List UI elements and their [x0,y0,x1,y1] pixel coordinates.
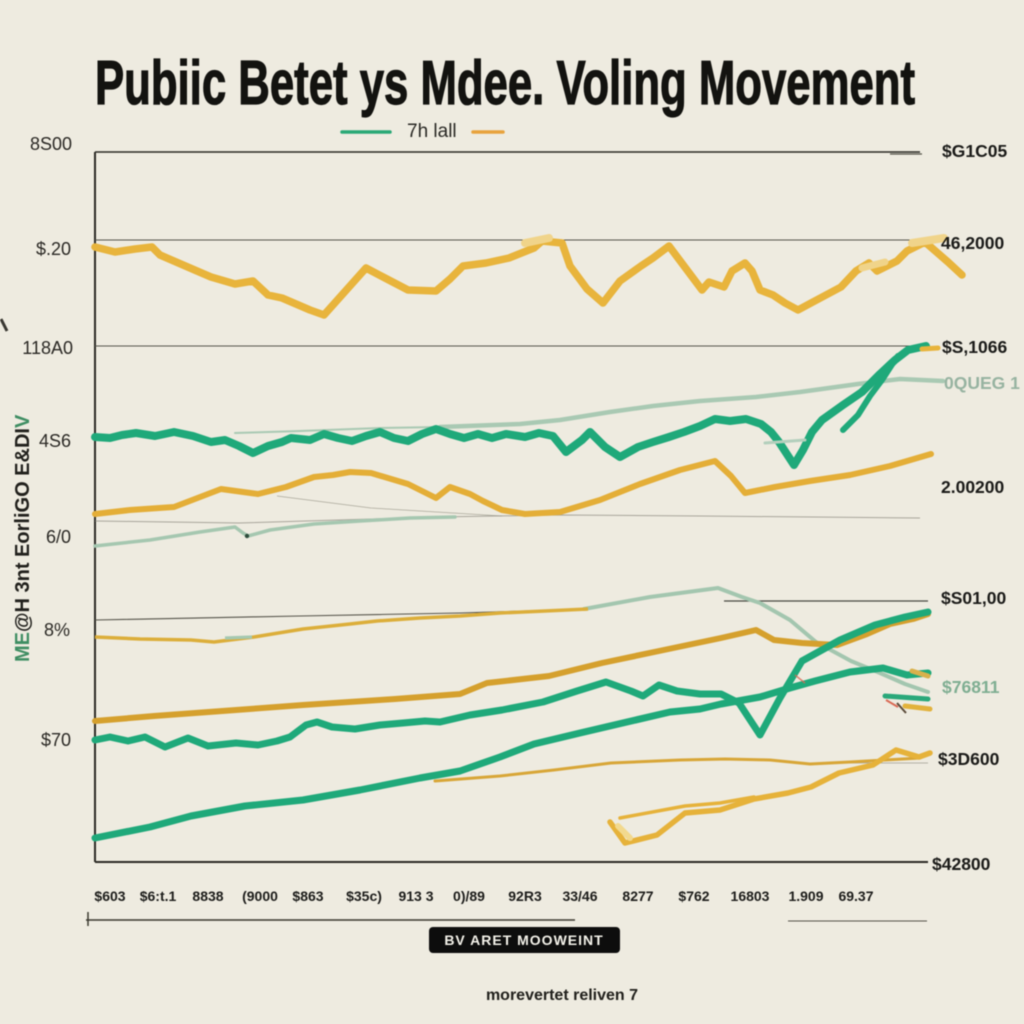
svg-text:913 3: 913 3 [398,888,433,904]
svg-text:(9000: (9000 [242,888,278,904]
svg-text:0QUEG 1: 0QUEG 1 [944,373,1020,393]
svg-text:7h lall: 7h lall [407,121,457,142]
svg-text:8S00: 8S00 [30,134,72,154]
svg-text:$70: $70 [41,730,71,750]
svg-text:6/0: 6/0 [46,527,71,547]
svg-text:46,2000: 46,2000 [941,233,1005,253]
svg-text:ME@H 3nt EorliGO E&DIV: ME@H 3nt EorliGO E&DIV [12,414,34,662]
svg-text:$6:t.1: $6:t.1 [140,888,177,904]
svg-text:$603: $603 [94,888,125,904]
svg-text:Pubiic Betet ys Mdee. Voling M: Pubiic Betet ys Mdee. Voling Movement [95,49,915,118]
svg-text:morevertet reliven 7: morevertet reliven 7 [486,987,638,1004]
svg-text:2.00200: 2.00200 [941,477,1005,497]
svg-text:$762: $762 [678,888,709,904]
svg-text:16803: 16803 [731,888,770,904]
svg-text:$S01,00: $S01,00 [941,588,1006,608]
svg-text:$3D600: $3D600 [938,749,1000,769]
svg-text:1.909: 1.909 [788,888,823,904]
svg-text:$42800: $42800 [932,854,991,874]
svg-text:$863: $863 [292,888,323,904]
svg-text:33/46: 33/46 [562,888,597,904]
svg-text:$S,1066: $S,1066 [942,337,1007,357]
svg-text:8%: 8% [44,620,70,640]
svg-text:0)/89: 0)/89 [453,888,485,904]
svg-text:$35c): $35c) [346,888,382,904]
svg-text:$.20: $.20 [36,239,71,259]
svg-text:BV ARET MOOWEINT: BV ARET MOOWEINT [444,932,603,948]
svg-text:69.37: 69.37 [838,888,873,904]
svg-text:$G1C05: $G1C05 [942,141,1007,161]
svg-text:8838: 8838 [192,888,223,904]
svg-text:8277: 8277 [622,888,653,904]
svg-text:118A0: 118A0 [22,338,73,358]
svg-text:92R3: 92R3 [508,888,542,904]
svg-text:4S6: 4S6 [39,431,71,451]
svg-text:$76811: $76811 [942,677,1000,697]
